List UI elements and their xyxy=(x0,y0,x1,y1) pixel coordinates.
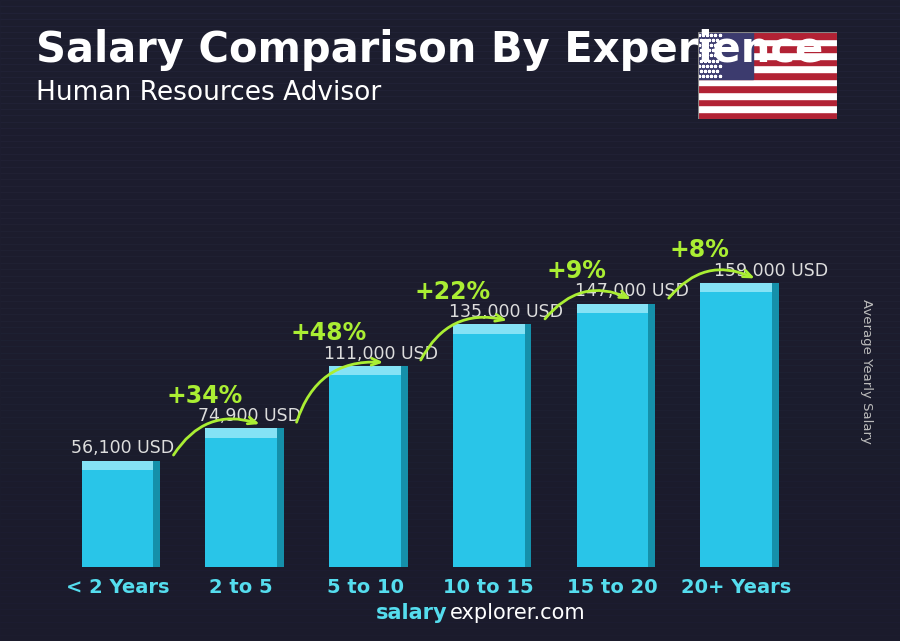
Bar xyxy=(82,461,153,470)
Bar xyxy=(205,438,277,567)
Bar xyxy=(698,46,837,52)
Text: +48%: +48% xyxy=(291,321,366,345)
Text: 74,900 USD: 74,900 USD xyxy=(198,407,301,425)
Text: +22%: +22% xyxy=(414,280,490,304)
Bar xyxy=(698,112,837,119)
Bar xyxy=(277,428,284,567)
Text: +34%: +34% xyxy=(166,384,243,408)
Text: salary: salary xyxy=(375,603,447,623)
Text: Average Yearly Salary: Average Yearly Salary xyxy=(860,299,873,444)
Bar xyxy=(700,292,772,567)
Text: explorer.com: explorer.com xyxy=(450,603,586,623)
Bar xyxy=(525,324,532,567)
Text: 111,000 USD: 111,000 USD xyxy=(324,344,438,363)
Bar xyxy=(329,376,400,567)
Bar xyxy=(577,313,648,567)
Bar xyxy=(329,366,400,376)
Bar xyxy=(698,32,837,38)
Text: +9%: +9% xyxy=(546,259,606,283)
Bar xyxy=(400,366,408,567)
Bar xyxy=(698,72,837,79)
Bar xyxy=(698,92,837,99)
Bar xyxy=(698,79,837,85)
Text: Human Resources Advisor: Human Resources Advisor xyxy=(36,80,382,106)
Text: 56,100 USD: 56,100 USD xyxy=(70,439,174,458)
Bar xyxy=(700,283,772,292)
Bar xyxy=(698,59,837,65)
Bar xyxy=(453,324,525,334)
Bar xyxy=(153,461,160,567)
Bar xyxy=(772,283,779,567)
Bar xyxy=(453,334,525,567)
Text: +8%: +8% xyxy=(670,238,730,262)
Bar xyxy=(648,304,655,567)
Bar xyxy=(698,32,753,79)
Bar xyxy=(698,85,837,92)
Bar xyxy=(698,38,837,46)
Bar xyxy=(82,470,153,567)
Bar xyxy=(205,428,277,438)
Text: 135,000 USD: 135,000 USD xyxy=(449,303,563,321)
Text: 147,000 USD: 147,000 USD xyxy=(575,282,689,300)
Text: Salary Comparison By Experience: Salary Comparison By Experience xyxy=(36,29,824,71)
Bar xyxy=(698,52,837,59)
Bar xyxy=(577,304,648,313)
Bar xyxy=(698,105,837,112)
Bar xyxy=(698,99,837,105)
Text: 159,000 USD: 159,000 USD xyxy=(714,262,828,279)
Bar xyxy=(698,65,837,72)
